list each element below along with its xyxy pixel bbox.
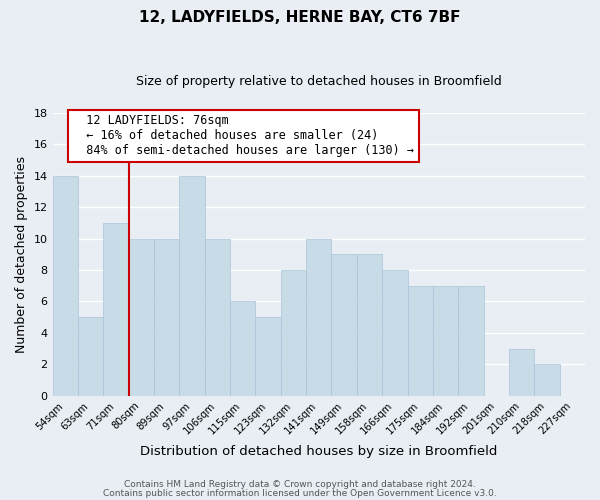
- Bar: [256, 317, 281, 396]
- Text: 12 LADYFIELDS: 76sqm
  ← 16% of detached houses are smaller (24)
  84% of semi-d: 12 LADYFIELDS: 76sqm ← 16% of detached h…: [73, 114, 415, 158]
- Title: Size of property relative to detached houses in Broomfield: Size of property relative to detached ho…: [136, 75, 502, 88]
- Bar: [458, 286, 484, 396]
- Bar: [78, 317, 103, 396]
- Text: Contains HM Land Registry data © Crown copyright and database right 2024.: Contains HM Land Registry data © Crown c…: [124, 480, 476, 489]
- Bar: [509, 348, 534, 396]
- Bar: [230, 302, 256, 396]
- Bar: [407, 286, 433, 396]
- Bar: [357, 254, 382, 396]
- Bar: [281, 270, 306, 396]
- Bar: [53, 176, 78, 396]
- X-axis label: Distribution of detached houses by size in Broomfield: Distribution of detached houses by size …: [140, 444, 497, 458]
- Text: 12, LADYFIELDS, HERNE BAY, CT6 7BF: 12, LADYFIELDS, HERNE BAY, CT6 7BF: [139, 10, 461, 25]
- Bar: [103, 223, 128, 396]
- Bar: [382, 270, 407, 396]
- Bar: [534, 364, 560, 396]
- Bar: [154, 238, 179, 396]
- Text: Contains public sector information licensed under the Open Government Licence v3: Contains public sector information licen…: [103, 489, 497, 498]
- Bar: [306, 238, 331, 396]
- Bar: [205, 238, 230, 396]
- Bar: [331, 254, 357, 396]
- Bar: [433, 286, 458, 396]
- Bar: [179, 176, 205, 396]
- Bar: [128, 238, 154, 396]
- Y-axis label: Number of detached properties: Number of detached properties: [15, 156, 28, 352]
